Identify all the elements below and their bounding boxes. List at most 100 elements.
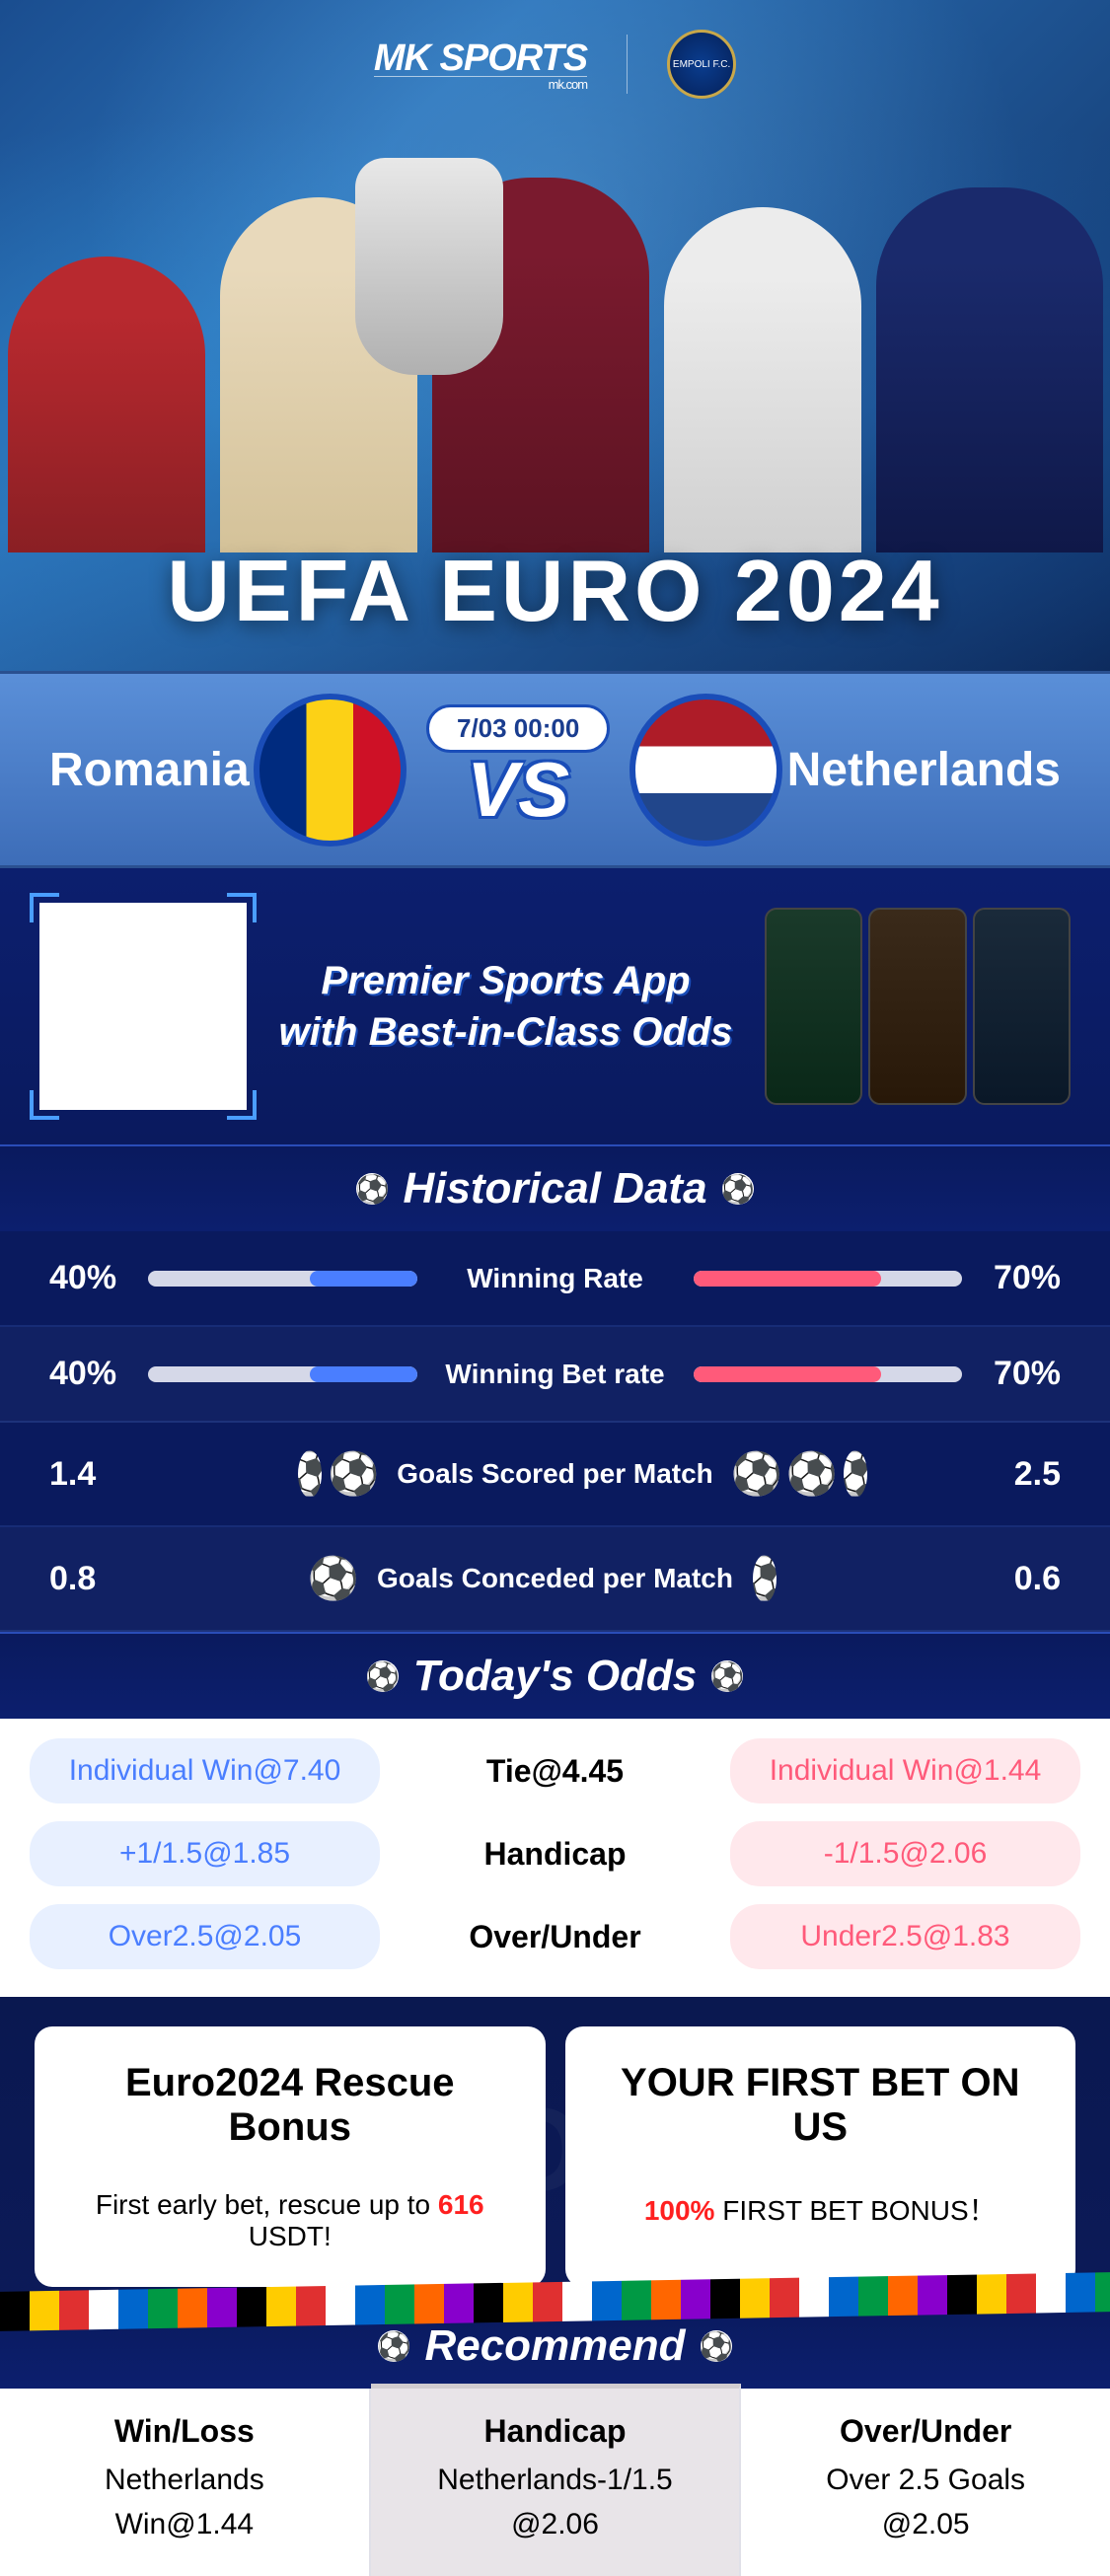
bonus-card-rescue[interactable]: Euro2024 Rescue Bonus First early bet, r… [35, 2026, 546, 2287]
stat-right-value: 0.6 [962, 1560, 1061, 1598]
player-graphic [876, 187, 1103, 552]
ball-group-right: ⚽⚽⚽ [733, 1450, 962, 1498]
recommend-column[interactable]: Win/Loss Netherlands Win@1.44 [0, 2389, 371, 2576]
ball-icon: ⚽ [733, 1450, 780, 1498]
recommend-pick: Over 2.5 Goals [761, 2458, 1090, 2502]
stat-label: Winning Rate [437, 1263, 674, 1294]
stat-bar-right [694, 1366, 963, 1382]
ball-half-icon: ⚽ [298, 1450, 322, 1498]
recommend-grid: Win/Loss Netherlands Win@1.44 Handicap N… [0, 2389, 1110, 2576]
odds-center-label: Tie@4.45 [400, 1753, 710, 1790]
odds-left-button[interactable]: Individual Win@7.40 [30, 1738, 380, 1803]
stat-left-value: 1.4 [49, 1455, 148, 1494]
historical-row: 40% Winning Rate 70% [0, 1231, 1110, 1327]
phone-mockup-icon [765, 908, 862, 1105]
stat-right-value: 70% [962, 1259, 1061, 1297]
bonus-section: EURO2024 Euro2024 Rescue Bonus First ear… [0, 1997, 1110, 2302]
flag-romania-icon [254, 694, 407, 846]
flag-netherlands-icon [629, 694, 782, 846]
historical-row: 0.8 ⚽ Goals Conceded per Match ⚽ 0.6 [0, 1527, 1110, 1632]
promo-headline: Premier Sports App with Best-in-Class Od… [276, 955, 735, 1058]
section-header-odds: Today's Odds [0, 1632, 1110, 1719]
odds-left-button[interactable]: Over2.5@2.05 [30, 1904, 380, 1969]
recommend-odds: Win@1.44 [20, 2502, 349, 2546]
team-left: Romania [49, 743, 250, 797]
odds-right-button[interactable]: Individual Win@1.44 [730, 1738, 1080, 1803]
stat-bar-left [148, 1271, 417, 1287]
ball-half-icon: ⚽ [844, 1450, 867, 1498]
odds-left-button[interactable]: +1/1.5@1.85 [30, 1821, 380, 1886]
odds-table: Individual Win@7.40 Tie@4.45 Individual … [0, 1719, 1110, 1997]
stat-label: Goals Conceded per Match [377, 1563, 733, 1594]
stat-left-value: 40% [49, 1259, 148, 1297]
recommend-section: Recommend Win/Loss Netherlands Win@1.44 … [0, 2302, 1110, 2576]
ball-icon [701, 2330, 732, 2362]
odds-center-label: Handicap [400, 1836, 710, 1873]
team-right: Netherlands [787, 743, 1061, 797]
stat-left-value: 40% [49, 1355, 148, 1393]
section-title: Historical Data [403, 1164, 706, 1214]
stat-label: Goals Scored per Match [397, 1458, 713, 1490]
recommend-pick: Netherlands-1/1.5 [391, 2458, 720, 2502]
ball-icon [711, 1660, 743, 1692]
stat-right-value: 70% [962, 1355, 1061, 1393]
odds-row: +1/1.5@1.85 Handicap -1/1.5@2.06 [30, 1821, 1080, 1886]
bonus-description: First early bet, rescue up to 616 USDT! [64, 2189, 516, 2252]
odds-right-button[interactable]: Under2.5@1.83 [730, 1904, 1080, 1969]
ball-icon: ⚽ [330, 1450, 377, 1498]
brand-bar: MK SPORTS mk.com EMPOLI F.C. [0, 0, 1110, 99]
recommend-pick: Netherlands [20, 2458, 349, 2502]
ball-group-left: ⚽ [148, 1555, 357, 1602]
section-title: Today's Odds [413, 1652, 698, 1701]
odds-right-button[interactable]: -1/1.5@2.06 [730, 1821, 1080, 1886]
stat-bar-left [148, 1366, 417, 1382]
ball-icon: ⚽ [310, 1555, 357, 1602]
recommend-odds: @2.06 [391, 2502, 720, 2546]
recommend-column[interactable]: Handicap Netherlands-1/1.5 @2.06 [371, 2384, 742, 2576]
historical-row: 1.4 ⚽⚽ Goals Scored per Match ⚽⚽⚽ 2.5 [0, 1423, 1110, 1527]
brand-logo: MK SPORTS mk.com [374, 37, 587, 92]
ball-icon: ⚽ [788, 1450, 836, 1498]
stat-left-value: 0.8 [49, 1560, 148, 1598]
bonus-description: 100% FIRST BET BONUS！ [595, 2189, 1047, 2229]
recommend-title: Handicap [391, 2413, 720, 2450]
club-badge-icon: EMPOLI F.C. [667, 30, 736, 99]
odds-row: Over2.5@2.05 Over/Under Under2.5@1.83 [30, 1904, 1080, 1969]
ball-icon [367, 1660, 399, 1692]
section-title: Recommend [424, 2321, 685, 2371]
divider [627, 35, 628, 94]
ball-group-left: ⚽⚽ [148, 1450, 377, 1498]
recommend-title: Over/Under [761, 2413, 1090, 2450]
bonus-card-firstbet[interactable]: YOUR FIRST BET ON US 100% FIRST BET BONU… [565, 2026, 1076, 2287]
trophy-icon [355, 158, 503, 375]
ball-icon [356, 1173, 388, 1205]
ball-icon [378, 2330, 409, 2362]
qr-code-placeholder[interactable] [39, 903, 247, 1110]
recommend-odds: @2.05 [761, 2502, 1090, 2546]
app-screenshots [765, 908, 1071, 1105]
recommend-title: Win/Loss [20, 2413, 349, 2450]
phone-mockup-icon [973, 908, 1071, 1105]
player-graphic [664, 207, 861, 552]
odds-row: Individual Win@7.40 Tie@4.45 Individual … [30, 1738, 1080, 1803]
player-graphic [8, 257, 205, 552]
odds-center-label: Over/Under [400, 1919, 710, 1955]
vs-label: VS [467, 745, 569, 835]
stat-right-value: 2.5 [962, 1455, 1061, 1494]
vs-block: 7/03 00:00 VS [426, 704, 610, 835]
bonus-title: YOUR FIRST BET ON US [595, 2061, 1047, 2150]
phone-mockup-icon [868, 908, 966, 1105]
brand-name: MK SPORTS [374, 37, 587, 79]
match-center: 7/03 00:00 VS [254, 694, 782, 846]
stat-label: Winning Bet rate [437, 1359, 674, 1390]
ball-group-right: ⚽ [753, 1555, 962, 1602]
players-graphic [0, 158, 1110, 552]
bonus-title: Euro2024 Rescue Bonus [64, 2061, 516, 2150]
stat-bar-right [694, 1271, 963, 1287]
historical-row: 40% Winning Bet rate 70% [0, 1327, 1110, 1423]
historical-data-table: 40% Winning Rate 70% 40% Winning Bet rat… [0, 1231, 1110, 1632]
hero-title: UEFA EURO 2024 [0, 541, 1110, 641]
section-header-historical: Historical Data [0, 1144, 1110, 1231]
ball-icon [722, 1173, 754, 1205]
recommend-column[interactable]: Over/Under Over 2.5 Goals @2.05 [741, 2389, 1110, 2576]
